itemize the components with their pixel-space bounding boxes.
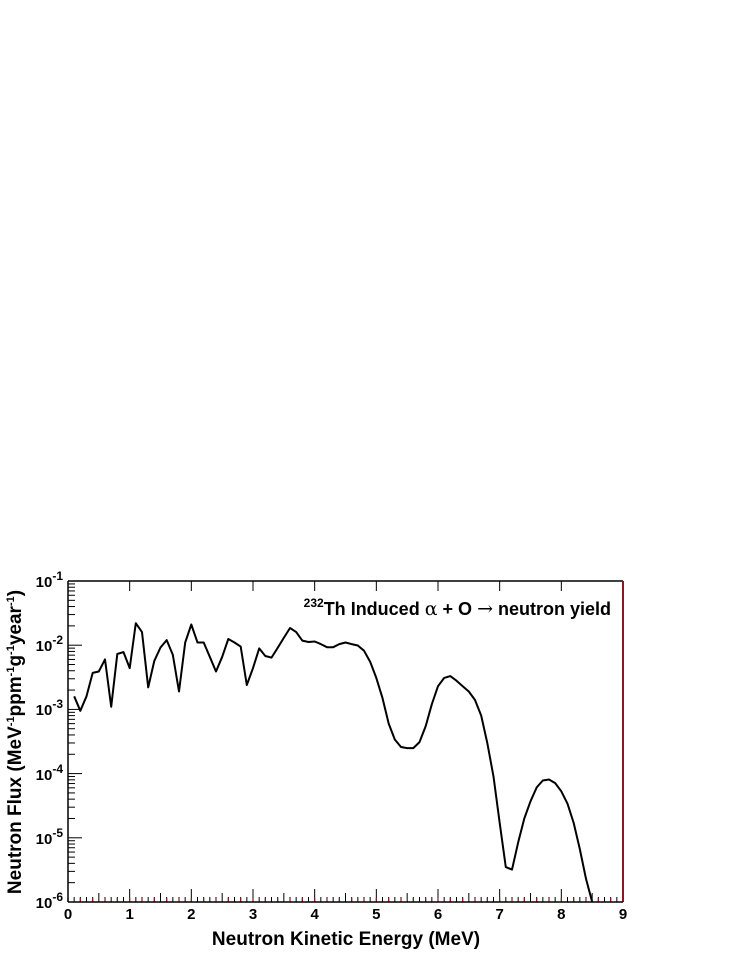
x-tick-label: 7 bbox=[496, 906, 504, 923]
y-tick-label: 10-4 bbox=[36, 762, 64, 784]
x-tick-label: 0 bbox=[64, 906, 72, 923]
plot-annotation: 232Th Induced α + O → neutron yield bbox=[304, 596, 611, 620]
y-minor-ticks bbox=[68, 583, 75, 884]
x-tick-label: 1 bbox=[126, 906, 134, 923]
y-tick-label: 10-3 bbox=[36, 697, 64, 719]
y-tick-label: 10-6 bbox=[36, 890, 64, 912]
x-axis-title: Neutron Kinetic Energy (MeV) bbox=[212, 929, 480, 950]
series-line bbox=[73, 622, 594, 903]
y-axis-title: Neutron Flux (MeV-1ppm-1g-1year-1) bbox=[5, 590, 26, 894]
x-tick-labels: 0 1 2 3 4 5 6 7 8 9 bbox=[64, 906, 627, 923]
y-tick-label: 10-5 bbox=[36, 826, 64, 848]
x-tick-label: 4 bbox=[311, 906, 320, 923]
x-tick-label: 6 bbox=[434, 906, 442, 923]
x-tick-label: 3 bbox=[249, 906, 257, 923]
x-tick-label: 9 bbox=[619, 906, 627, 923]
top-x-ticks bbox=[67, 581, 624, 591]
x-tick-label: 8 bbox=[557, 906, 565, 923]
y-tick-label: 10-1 bbox=[36, 569, 64, 591]
x-tick-label: 2 bbox=[187, 906, 195, 923]
y-tick-labels: 10-6 10-5 10-4 10-3 10-2 10-1 bbox=[36, 569, 64, 912]
y-tick-label: 10-2 bbox=[36, 633, 64, 655]
x-tick-label: 5 bbox=[372, 906, 380, 923]
